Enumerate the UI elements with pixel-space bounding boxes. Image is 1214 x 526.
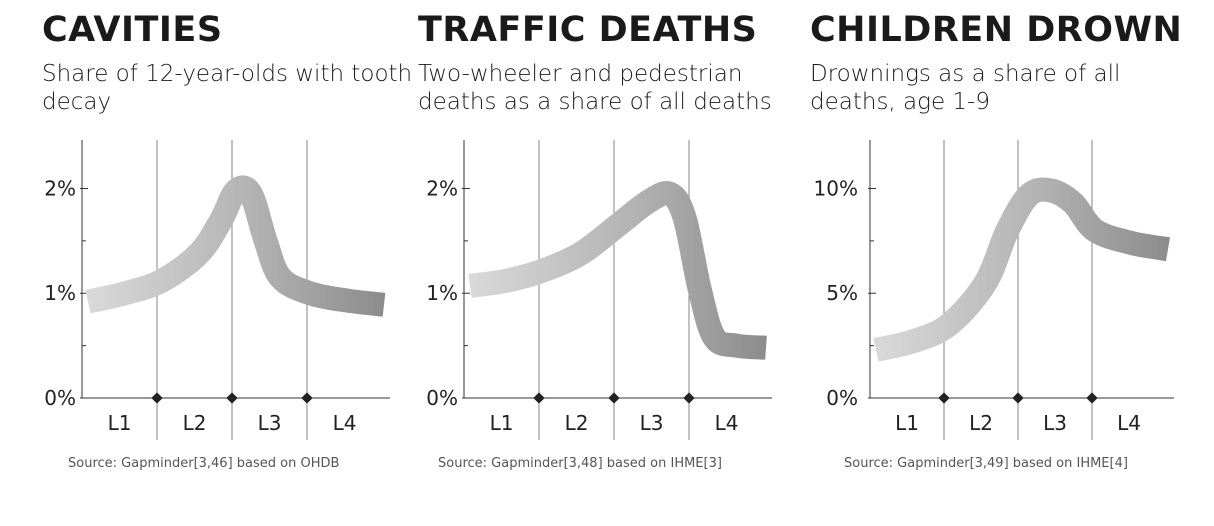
series-line	[468, 181, 767, 360]
y-tick-label: 0%	[44, 386, 76, 410]
chart-children-drown: L1 L2 L3 L4 0% 5% 10%	[814, 140, 1174, 440]
level-marker	[533, 392, 545, 404]
chart-title: TRAFFIC DEATHS	[418, 10, 758, 50]
x-tick-label: L4	[1117, 411, 1141, 435]
y-tick-label: 1%	[426, 281, 458, 305]
chart-subtitle: Drownings as a share of all deaths, age …	[810, 61, 1121, 115]
x-tick-label: L3	[1043, 411, 1067, 435]
x-tick-label: L3	[640, 411, 664, 435]
x-tick-label: L4	[333, 411, 357, 435]
source-note: Source: Gapminder[3,46] based on OHDB	[68, 456, 340, 471]
chart-traffic-deaths: L1 L2 L3 L4 0% 1% 2%	[426, 140, 772, 440]
y-tick-label: 2%	[426, 176, 458, 200]
panel-cavities: CAVITIES Share of 12-year-olds with toot…	[42, 0, 442, 526]
level-marker	[301, 392, 313, 404]
chart-cavities: L1 L2 L3 L4 0% 1% 2%	[44, 140, 390, 440]
source-note: Source: Gapminder[3,48] based on IHME[3]	[438, 456, 722, 471]
y-tick-label: 10%	[814, 176, 858, 200]
x-tick-label: L2	[183, 411, 207, 435]
series-line	[85, 175, 386, 317]
x-tick-label: L1	[490, 411, 514, 435]
x-tick-label: L4	[715, 411, 739, 435]
chart-subtitle: Share of 12-year-olds with tooth decay	[42, 61, 413, 115]
chart-subtitle: Two-wheeler and pedestrian deaths as a s…	[418, 61, 772, 115]
x-tick-label: L2	[565, 411, 589, 435]
y-tick-label: 1%	[44, 281, 76, 305]
level-marker	[938, 392, 950, 404]
level-marker	[226, 392, 238, 404]
y-tick-label: 0%	[426, 386, 458, 410]
source-note: Source: Gapminder[3,49] based on IHME[4]	[844, 456, 1128, 471]
chart-title: CAVITIES	[42, 10, 223, 50]
level-marker	[1086, 392, 1098, 404]
y-tick-label: 2%	[44, 176, 76, 200]
x-tick-label: L3	[258, 411, 282, 435]
x-tick-label: L1	[895, 411, 919, 435]
chart-title: CHILDREN DROWN	[810, 10, 1183, 50]
level-marker	[1012, 392, 1024, 404]
level-marker	[151, 392, 163, 404]
level-marker	[683, 392, 695, 404]
x-tick-label: L2	[969, 411, 993, 435]
y-tick-label: 0%	[826, 386, 858, 410]
panel-traffic-deaths: TRAFFIC DEATHS Two-wheeler and pedestria…	[418, 0, 818, 526]
series-line	[873, 177, 1171, 362]
level-marker	[608, 392, 620, 404]
x-tick-label: L1	[108, 411, 132, 435]
panel-children-drown: CHILDREN DROWN Drownings as a share of a…	[810, 0, 1210, 526]
y-tick-label: 5%	[826, 281, 858, 305]
